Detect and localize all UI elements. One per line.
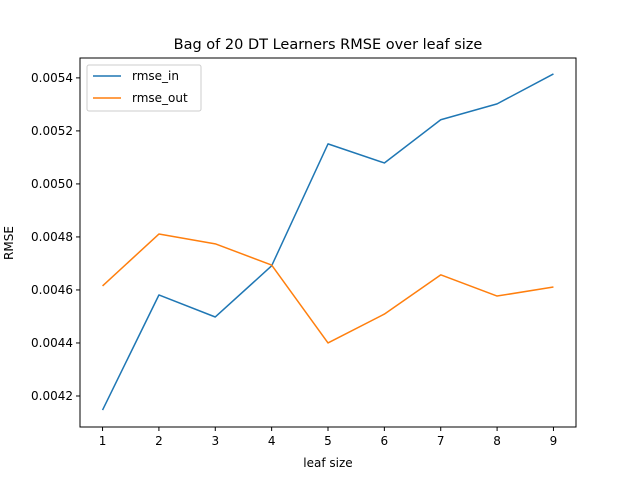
legend-label-rmse-out: rmse_out [132, 91, 188, 105]
x-tick-label: 8 [493, 434, 501, 448]
x-tick-label: 9 [550, 434, 558, 448]
y-axis-label: RMSE [2, 226, 16, 260]
y-tick-label: 0.0050 [31, 177, 73, 191]
x-tick-label: 1 [99, 434, 107, 448]
x-tick-label: 6 [381, 434, 389, 448]
series-line-rmse-out [102, 233, 554, 344]
ticks: 1 2 3 4 5 6 7 8 9 0.0042 0.0044 0.0046 0.0048 0.0050 0… [31, 71, 557, 448]
legend: rmse_in rmse_out [86, 64, 202, 112]
x-tick-label: 7 [437, 434, 445, 448]
y-tick-label: 0.0054 [31, 71, 73, 85]
y-tick-label: 0.0044 [31, 336, 73, 350]
series-line-rmse-in [101, 73, 554, 411]
chart-title: Bag of 20 DT Learners RMSE over leaf siz… [174, 37, 483, 53]
y-tick-label: 0.0048 [31, 230, 73, 244]
y-tick-label: 0.0046 [31, 283, 73, 297]
x-tick-label: 5 [324, 434, 332, 448]
series-layer [101, 73, 554, 411]
x-tick-label: 2 [155, 434, 163, 448]
x-tick-label: 3 [211, 434, 219, 448]
y-tick-label: 0.0052 [31, 124, 73, 138]
legend-label-rmse-in: rmse_in [132, 69, 179, 83]
y-tick-label: 0.0042 [31, 389, 73, 403]
x-axis-label: leaf size [303, 456, 352, 470]
x-tick-label: 4 [268, 434, 276, 448]
